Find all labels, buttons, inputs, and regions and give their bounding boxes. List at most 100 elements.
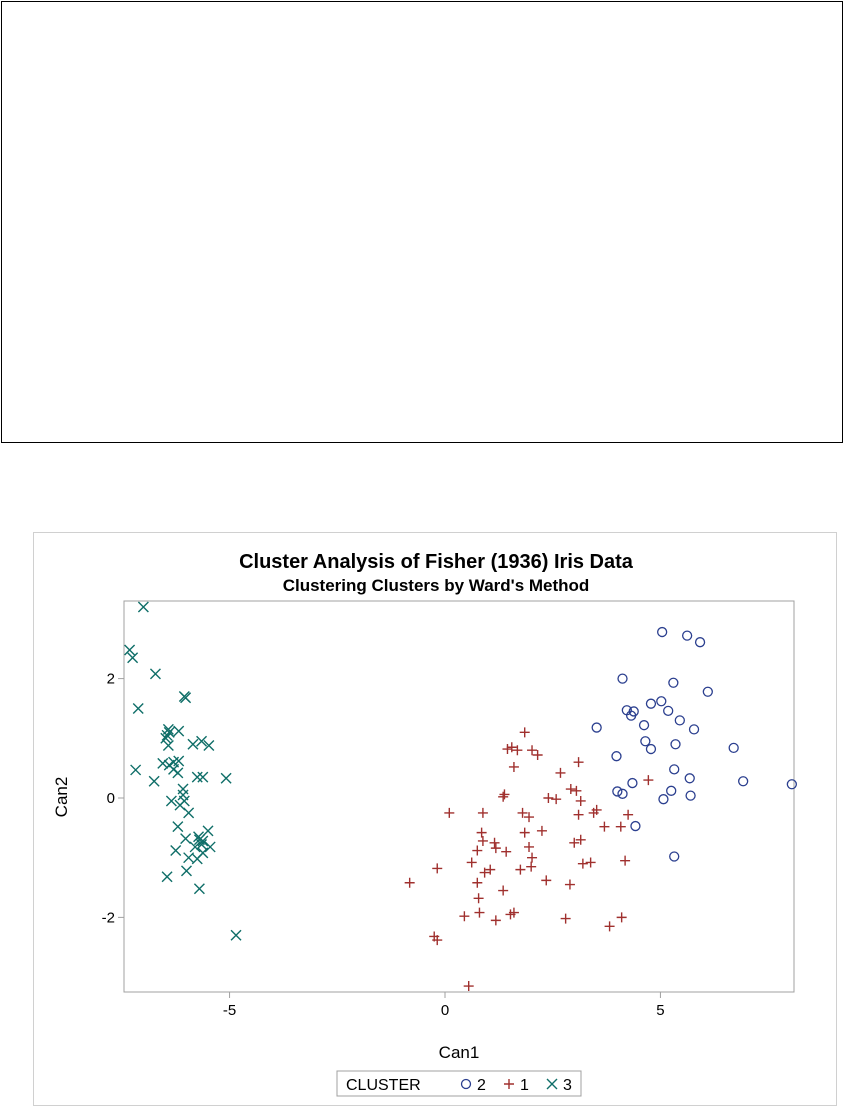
point-cluster-1 [526, 861, 537, 872]
point-cluster-1 [615, 821, 626, 832]
x-tick-label: -5 [223, 1002, 236, 1019]
point-cluster-1 [477, 807, 488, 818]
point-cluster-1 [459, 911, 470, 922]
point-cluster-1 [506, 742, 517, 753]
point-cluster-1 [536, 825, 547, 836]
legend-label: 1 [520, 1077, 529, 1094]
y-tick-label: 0 [107, 790, 115, 807]
point-cluster-3 [189, 841, 201, 853]
y-axis-label: Can2 [52, 777, 71, 818]
point-cluster-2 [612, 786, 623, 797]
point-cluster-1 [575, 795, 586, 806]
point-cluster-1 [472, 877, 483, 888]
point-cluster-1 [444, 807, 455, 818]
point-cluster-1 [519, 827, 530, 838]
point-cluster-1 [476, 827, 487, 838]
point-cluster-3 [178, 795, 190, 807]
point-cluster-1 [404, 877, 415, 888]
point-cluster-3 [130, 764, 142, 776]
point-cluster-3 [177, 783, 189, 795]
point-cluster-1 [599, 821, 610, 832]
point-cluster-3 [149, 668, 161, 680]
data-marks [124, 601, 797, 992]
point-cluster-2 [681, 630, 693, 641]
point-cluster-3 [173, 725, 185, 737]
point-cluster-1 [508, 761, 519, 772]
point-cluster-3 [197, 835, 209, 847]
point-cluster-2 [625, 710, 637, 721]
point-cluster-3 [187, 738, 199, 750]
point-cluster-2 [630, 820, 641, 832]
chart-subtitle: Clustering Clusters by Ward's Method [283, 576, 590, 595]
point-cluster-2 [670, 739, 681, 750]
series-cluster-2 [591, 626, 797, 862]
point-cluster-1 [527, 745, 538, 756]
point-cluster-1 [473, 893, 484, 904]
point-cluster-3 [183, 807, 195, 819]
legend-box [336, 1070, 582, 1097]
point-cluster-1 [463, 981, 474, 992]
point-cluster-1 [477, 835, 488, 846]
point-cluster-2 [657, 626, 668, 638]
x-axis-label: Can1 [439, 1043, 480, 1062]
point-cluster-1 [564, 879, 575, 890]
point-cluster-1 [591, 804, 602, 815]
y-tick-label: 2 [107, 671, 115, 688]
point-cluster-1 [517, 807, 528, 818]
point-cluster-3 [170, 845, 182, 857]
legend-title: CLUSTER [346, 1077, 421, 1094]
point-cluster-1 [620, 855, 631, 866]
point-cluster-3 [157, 757, 169, 769]
legend-marker-1 [504, 1079, 514, 1089]
point-cluster-2 [674, 715, 685, 726]
point-cluster-3 [202, 825, 214, 837]
point-cluster-2 [656, 696, 667, 707]
point-cluster-1 [515, 864, 526, 875]
point-cluster-2 [738, 776, 749, 787]
legend-entry-2: 2 [460, 1077, 486, 1094]
point-cluster-1 [541, 875, 552, 886]
point-cluster-1 [551, 794, 562, 805]
point-cluster-2 [638, 720, 650, 731]
point-cluster-1 [571, 785, 582, 796]
point-cluster-1 [565, 784, 576, 795]
point-cluster-2 [688, 724, 700, 735]
series-cluster-3 [124, 601, 242, 941]
point-cluster-1 [577, 858, 588, 869]
point-cluster-1 [490, 843, 501, 854]
point-cluster-2 [685, 790, 696, 801]
series-cluster-1 [404, 727, 654, 992]
point-cluster-2 [645, 743, 657, 755]
point-cluster-3 [196, 839, 208, 851]
point-cluster-1 [643, 775, 654, 786]
point-cluster-1 [512, 745, 523, 756]
point-cluster-3 [197, 771, 209, 783]
point-cluster-1 [474, 907, 485, 918]
point-cluster-1 [502, 744, 513, 755]
point-cluster-1 [573, 757, 584, 768]
legend-entry-1: 1 [504, 1077, 529, 1094]
point-cluster-1 [575, 834, 586, 845]
point-cluster-3 [124, 644, 136, 656]
point-cluster-3 [196, 735, 208, 747]
point-cluster-2 [669, 764, 680, 775]
point-cluster-3 [180, 865, 192, 877]
y-tick-label: -2 [102, 909, 115, 926]
point-cluster-3 [191, 853, 203, 865]
point-cluster-3 [132, 702, 144, 714]
legend-label: 3 [563, 1077, 572, 1094]
point-cluster-1 [527, 852, 538, 863]
point-cluster-2 [645, 698, 657, 709]
point-cluster-2 [611, 751, 622, 762]
point-cluster-2 [786, 779, 797, 790]
point-cluster-1 [569, 837, 580, 848]
scatter-plot-panel: Cluster Analysis of Fisher (1936) Iris D… [33, 532, 837, 1106]
point-cluster-1 [519, 727, 530, 738]
point-cluster-1 [501, 846, 512, 857]
point-cluster-1 [560, 913, 571, 924]
legend-marker-3 [546, 1078, 558, 1090]
point-cluster-1 [485, 864, 496, 875]
point-cluster-3 [180, 833, 192, 845]
legend-marker-2 [460, 1078, 472, 1090]
point-cluster-3 [127, 652, 139, 664]
